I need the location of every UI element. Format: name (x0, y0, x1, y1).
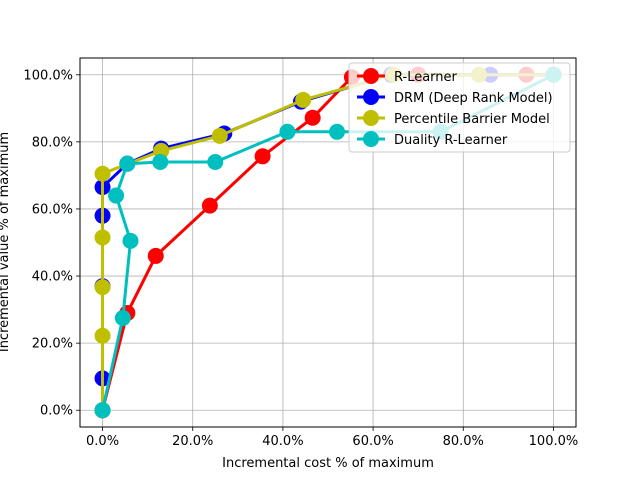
y-tick-label: 80.0% (32, 135, 73, 150)
data-point (94, 165, 111, 182)
data-point (279, 123, 296, 140)
legend-marker (363, 131, 379, 147)
legend: R-Learner DRM (Deep Rank Model) Percentile… (348, 62, 571, 153)
x-axis-label: Incremental cost % of maximum (222, 456, 434, 471)
plot-frame (79, 57, 577, 428)
data-point (147, 247, 164, 264)
y-tick-label: 100.0% (23, 68, 73, 83)
legend-entry: Duality R-Learner (357, 131, 508, 148)
legend-label: Percentile Barrier Model (394, 112, 550, 127)
data-point (201, 197, 218, 214)
data-point (108, 187, 125, 204)
data-point (304, 109, 321, 126)
legend-marker (363, 89, 379, 105)
data-point (207, 153, 224, 170)
ticks: 0.0% 20.0% 40.0% 60.0% 80.0% 100.0% 0.0% 20.0% 4… (23, 68, 578, 449)
legend-marker (363, 68, 379, 84)
y-tick-label: 60.0% (32, 202, 73, 217)
y-tick-label: 0.0% (40, 404, 73, 419)
data-point (211, 127, 228, 144)
x-tick-label: 40.0% (262, 434, 303, 449)
y-tick-label: 20.0% (32, 337, 73, 352)
legend-entry: R-Learner (357, 68, 458, 85)
data-point (119, 155, 136, 172)
legend-entry: Percentile Barrier Model (357, 110, 550, 127)
data-point (295, 91, 312, 108)
data-point (94, 279, 111, 296)
x-tick-label: 100.0% (529, 434, 579, 449)
data-point (254, 148, 271, 165)
data-point (152, 153, 169, 170)
legend-label: Duality R-Learner (394, 133, 508, 148)
y-tick-label: 40.0% (32, 270, 73, 285)
data-point (122, 232, 139, 249)
legend-label: R-Learner (394, 70, 458, 85)
legend-box (348, 62, 571, 153)
legend-marker (363, 110, 379, 126)
data-point (114, 309, 131, 326)
x-tick-label: 80.0% (443, 434, 484, 449)
y-axis-label: Incremental value % of maximum (0, 132, 12, 352)
data-point (94, 327, 111, 344)
data-point (329, 123, 346, 140)
data-point (94, 229, 111, 246)
x-tick-label: 0.0% (86, 434, 119, 449)
data-point (94, 402, 111, 419)
x-tick-label: 20.0% (172, 434, 213, 449)
legend-entry: DRM (Deep Rank Model) (357, 89, 553, 106)
legend-label: DRM (Deep Rank Model) (394, 91, 553, 106)
x-tick-label: 60.0% (352, 434, 393, 449)
